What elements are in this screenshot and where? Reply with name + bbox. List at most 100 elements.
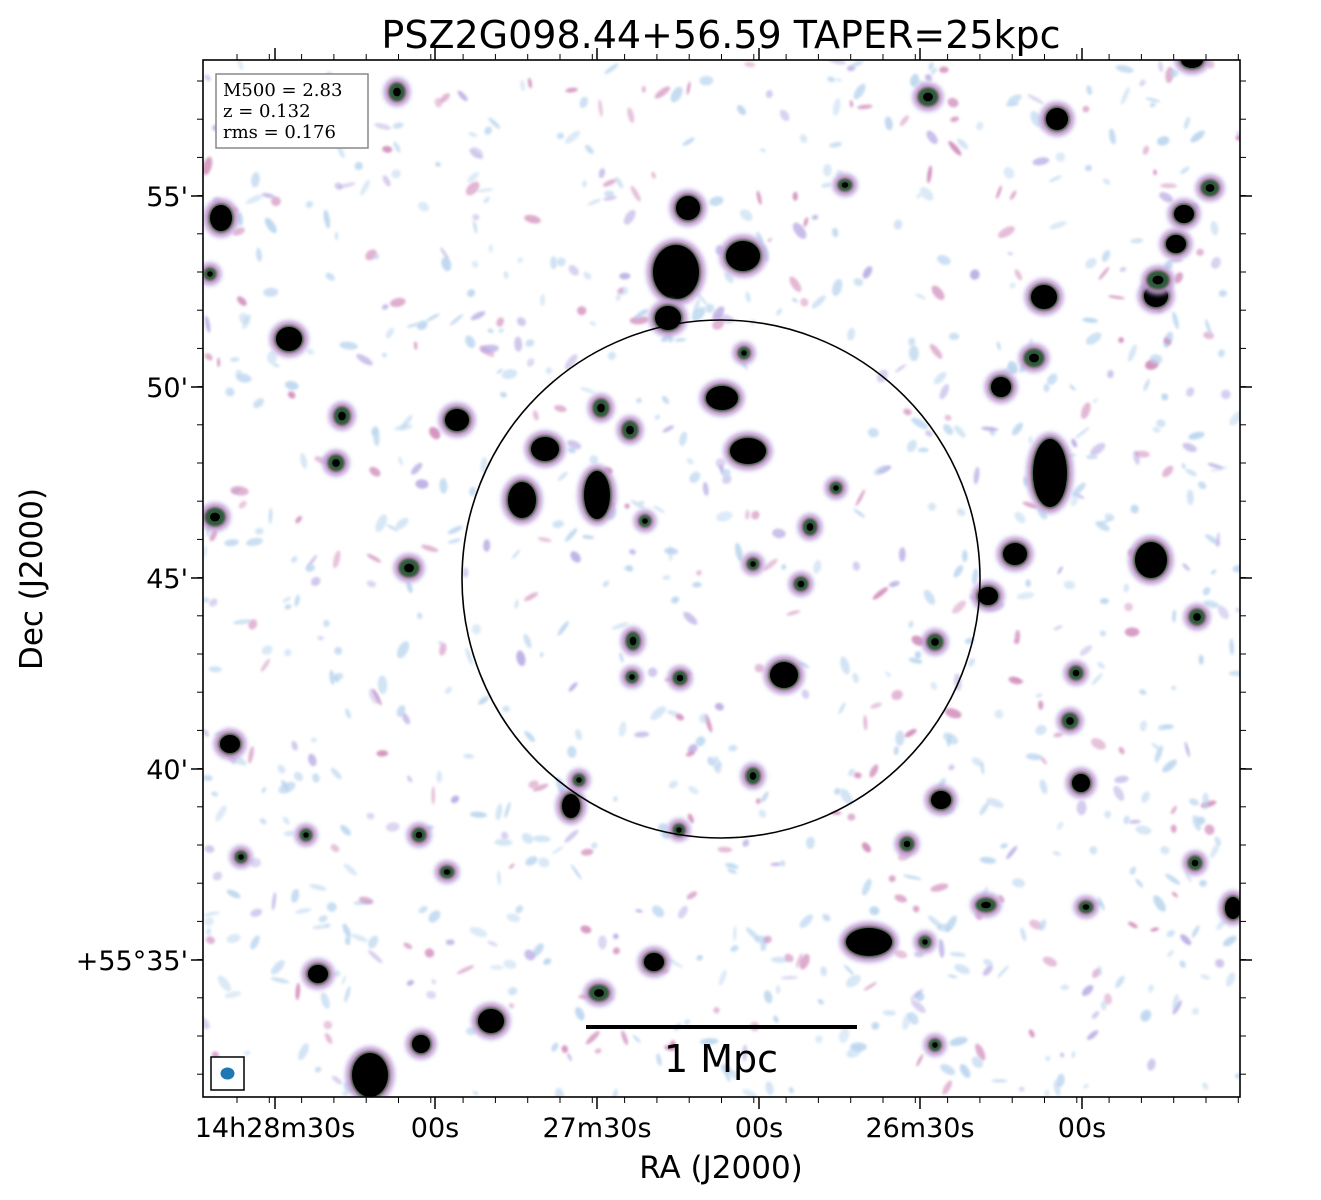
radio-source xyxy=(1183,603,1211,631)
noise-blob xyxy=(949,1036,968,1047)
noise-blob xyxy=(623,209,636,225)
x-tick-labels: 14h28m30s 00s 27m30s 00s 26m30s 00s xyxy=(195,1113,1107,1144)
radio-source xyxy=(719,234,767,278)
radio-source xyxy=(923,1033,947,1057)
noise-blob xyxy=(1047,373,1058,386)
noise-blob xyxy=(203,729,210,737)
noise-blob xyxy=(277,764,286,774)
noise-blob xyxy=(294,594,300,607)
noise-blob xyxy=(1153,895,1166,912)
source-core xyxy=(1225,897,1240,919)
source-core xyxy=(750,561,756,567)
noise-blob xyxy=(852,561,860,571)
noise-blob xyxy=(381,352,387,358)
source-core xyxy=(655,306,681,330)
noise-blob xyxy=(472,214,480,221)
noise-blob xyxy=(225,387,235,397)
source-core xyxy=(922,939,928,945)
noise-blob xyxy=(1223,935,1237,947)
noise-blob xyxy=(852,672,859,684)
source-core xyxy=(706,386,738,410)
noise-blob xyxy=(579,96,589,109)
noise-blob xyxy=(713,1007,720,1014)
noise-blob xyxy=(406,322,420,328)
noise-blob xyxy=(501,831,509,840)
noise-blob xyxy=(339,341,358,350)
noise-blob xyxy=(779,860,786,867)
noise-blob xyxy=(1153,169,1157,176)
noise-blob xyxy=(1169,69,1179,77)
noise-blob xyxy=(540,652,544,658)
noise-blob xyxy=(318,915,328,923)
noise-blob xyxy=(1197,481,1207,490)
noise-blob xyxy=(844,964,854,976)
source-core xyxy=(332,459,340,467)
noise-blob xyxy=(329,669,335,685)
noise-blob xyxy=(1210,842,1220,859)
noise-blob xyxy=(925,430,933,437)
noise-blob xyxy=(343,863,358,876)
noise-blob xyxy=(421,544,439,553)
radio-source xyxy=(912,82,944,112)
noise-blob xyxy=(488,117,501,129)
noise-blob xyxy=(447,538,461,544)
noise-blob xyxy=(1192,815,1202,831)
source-core xyxy=(676,674,684,682)
noise-blob xyxy=(811,214,819,220)
noise-blob xyxy=(936,923,951,932)
noise-blob xyxy=(1124,602,1133,612)
noise-blob xyxy=(251,172,260,188)
noise-blob xyxy=(885,671,892,678)
x-tick-label: 14h28m30s xyxy=(195,1113,356,1144)
noise-blob xyxy=(688,785,699,795)
noise-blob xyxy=(470,147,484,159)
radio-source xyxy=(393,553,425,583)
noise-blob xyxy=(699,75,714,86)
noise-blob xyxy=(871,1021,880,1030)
noise-blob xyxy=(903,874,922,880)
noise-blob xyxy=(1221,389,1231,400)
noise-blob xyxy=(754,663,765,673)
radio-source xyxy=(1167,198,1201,230)
noise-blob xyxy=(565,87,578,93)
noise-blob xyxy=(745,291,751,303)
radio-source xyxy=(1039,101,1075,137)
noise-blob xyxy=(1159,192,1173,203)
noise-blob xyxy=(1202,792,1209,810)
noise-blob xyxy=(924,74,933,82)
noise-blob xyxy=(699,713,708,724)
y-tick-label: 50' xyxy=(146,373,188,404)
noise-blob xyxy=(465,335,476,349)
noise-blob xyxy=(1160,183,1177,189)
noise-blob xyxy=(661,395,670,404)
noise-blob xyxy=(1009,190,1017,201)
noise-blob xyxy=(678,905,688,919)
noise-blob xyxy=(598,935,607,950)
noise-blob xyxy=(1085,165,1092,172)
noise-blob xyxy=(570,864,582,880)
noise-blob xyxy=(503,271,509,279)
noise-blob xyxy=(760,791,769,803)
noise-blob xyxy=(1007,360,1018,375)
noise-blob xyxy=(1203,331,1215,340)
noise-blob xyxy=(1141,791,1150,803)
noise-blob xyxy=(1172,993,1179,1011)
source-core xyxy=(1166,235,1186,253)
noise-blob xyxy=(872,587,889,600)
noise-blob xyxy=(755,798,761,805)
noise-blob xyxy=(589,455,599,465)
noise-blob xyxy=(850,1042,867,1052)
noise-blob xyxy=(742,839,750,847)
noise-blob xyxy=(730,945,739,952)
noise-blob xyxy=(342,1090,349,1096)
noise-blob xyxy=(891,689,903,701)
source-core xyxy=(1033,439,1067,507)
noise-blob xyxy=(308,753,317,767)
noise-blob xyxy=(508,863,515,869)
noise-blob xyxy=(334,646,343,655)
noise-blob xyxy=(1097,661,1105,669)
noise-blob xyxy=(1210,569,1217,575)
radio-source xyxy=(741,552,765,576)
noise-blob xyxy=(940,1064,956,1076)
source-core xyxy=(931,638,939,646)
